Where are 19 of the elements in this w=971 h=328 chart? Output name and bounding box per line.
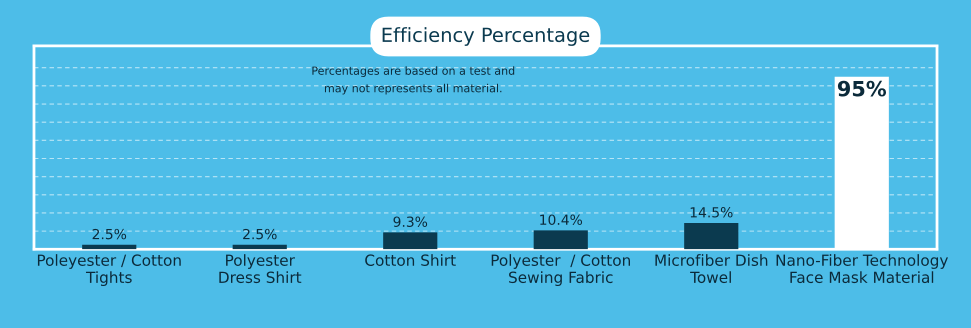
bar <box>232 244 287 250</box>
bar <box>684 222 738 250</box>
data-label: 14.5% <box>690 207 733 218</box>
data-label: 10.4% <box>540 214 582 225</box>
x-tick-label: Polyester Dress Shirt <box>219 254 302 284</box>
bar <box>82 244 136 250</box>
data-label: 2.5% <box>243 228 277 240</box>
x-tick-label: Microfiber Dish Towel <box>655 254 768 284</box>
chart-title: Efficiency Percentage <box>382 27 590 46</box>
data-label: 95% <box>838 80 886 97</box>
bar <box>534 230 588 250</box>
annotation: Percentages are based on a test and may not represents all material. <box>312 66 514 95</box>
bar <box>383 232 438 250</box>
data-label: 2.5% <box>92 228 126 240</box>
x-tick-label: Polyester / Cotton Sewing Fabric <box>492 254 630 286</box>
x-tick-label: Poleyester / Cotton Tights <box>38 254 181 286</box>
x-tick-label: Nano-Fiber Technology Face Mask Material <box>776 254 948 284</box>
data-label: 9.3% <box>393 216 428 227</box>
x-tick-label: Cotton Shirt <box>365 254 456 266</box>
